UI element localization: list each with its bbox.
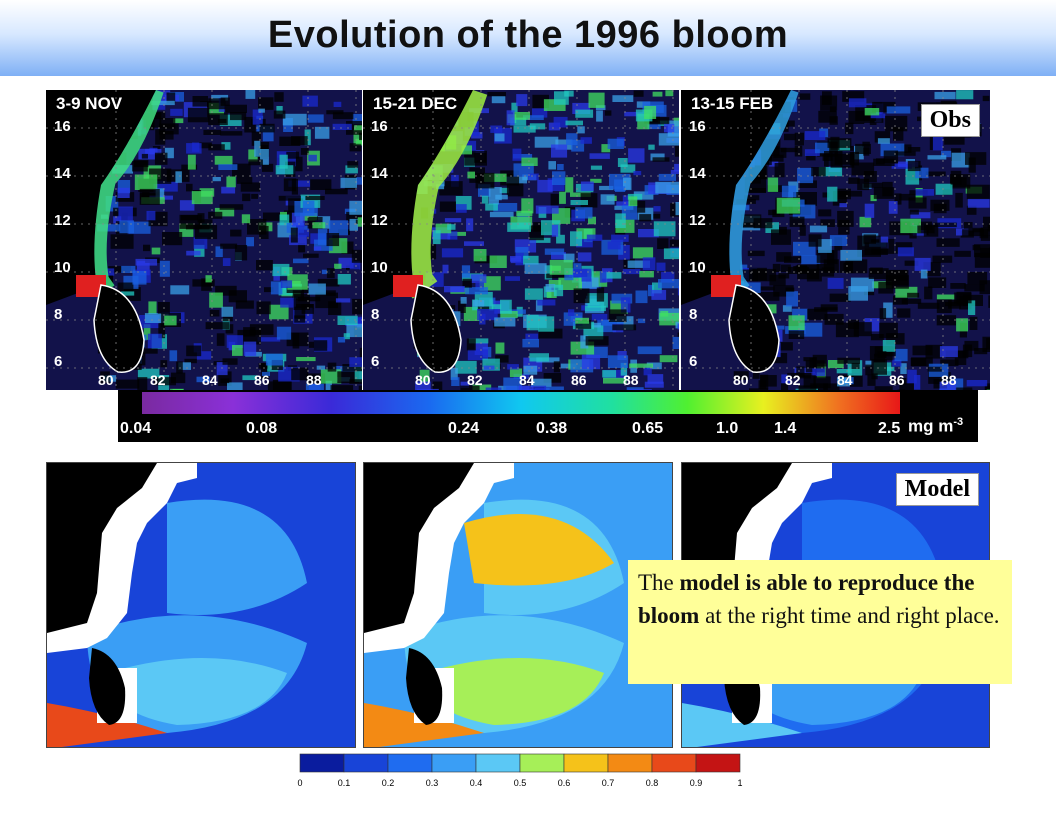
model-colorbar-tick: 0.8 — [646, 778, 659, 788]
lon-tick-label: 86 — [571, 372, 587, 388]
obs-colorbar-graphic — [142, 392, 900, 414]
lat-tick-label: 12 — [371, 212, 388, 229]
callout-text-2: at the right time and right place. — [699, 603, 1000, 628]
lat-tick-label: 14 — [371, 165, 388, 182]
model-label: Model — [895, 473, 979, 506]
lon-tick-label: 86 — [254, 372, 270, 388]
obs-colorbar-tick: 0.38 — [536, 420, 568, 437]
obs-label: Obs — [920, 104, 980, 137]
model-colorbar-tick: 0.2 — [382, 778, 395, 788]
model-colorbar-tick: 0.4 — [470, 778, 483, 788]
model-colorbar-tick: 0.6 — [558, 778, 571, 788]
lat-tick-label: 16 — [371, 118, 388, 135]
obs-panel-3: 13-15 FEB 16 14 12 10 8 6 80 82 84 86 88 Obs — [681, 90, 990, 390]
lat-tick-label: 12 — [54, 212, 71, 229]
lat-tick-label: 16 — [54, 118, 71, 135]
lat-tick-label: 16 — [689, 118, 706, 135]
obs-date-label: 3-9 NOV — [56, 94, 123, 113]
model-colorbar-swatch — [387, 753, 433, 773]
model-map-2 — [364, 463, 672, 747]
model-colorbar-tick: 0.1 — [338, 778, 351, 788]
callout-text-1: The — [638, 570, 680, 595]
lat-tick-label: 6 — [54, 353, 63, 370]
callout-bold: model is able to reproduce the bloom — [638, 570, 975, 628]
obs-panel-1: 3-9 NOV 16 14 12 10 8 6 80 82 84 86 88 — [46, 90, 362, 390]
obs-panel-2: 15-21 DEC 16 14 12 10 8 6 80 82 84 86 88 — [363, 90, 679, 390]
model-colorbar-swatch — [607, 753, 653, 773]
lon-tick-label: 84 — [202, 372, 218, 388]
model-panel-1 — [46, 462, 356, 748]
model-colorbar-swatch — [431, 753, 477, 773]
lat-tick-label: 10 — [689, 259, 706, 276]
lon-tick-label: 88 — [306, 372, 322, 388]
lat-tick-label: 8 — [689, 306, 698, 323]
title-banner: Evolution of the 1996 bloom — [0, 0, 1056, 76]
lon-tick-label: 88 — [941, 372, 957, 388]
lat-tick-label: 10 — [371, 259, 388, 276]
obs-colorbar-tick: 0.08 — [246, 420, 278, 437]
model-colorbar-tick: 0 — [297, 778, 302, 788]
lat-tick-label: 6 — [371, 353, 380, 370]
model-colorbar-tick: 0.3 — [426, 778, 439, 788]
obs-map-3 — [681, 90, 990, 390]
obs-colorbar-tick: 1.0 — [716, 420, 739, 437]
model-colorbar-swatch — [563, 753, 609, 773]
obs-colorbar-tick: 1.4 — [774, 420, 797, 437]
lon-tick-label: 88 — [623, 372, 639, 388]
lon-tick-label: 82 — [467, 372, 483, 388]
model-colorbar-swatch — [519, 753, 565, 773]
model-colorbar-tick: 0.9 — [690, 778, 703, 788]
obs-colorbar: 0.04 0.08 0.24 0.38 0.65 1.0 1.4 2.5 mg m-3 — [118, 390, 978, 442]
model-map-1 — [47, 463, 355, 747]
obs-date-label: 13-15 FEB — [691, 94, 774, 113]
lon-tick-label: 84 — [519, 372, 535, 388]
lon-tick-label: 84 — [837, 372, 853, 388]
lon-tick-label: 86 — [889, 372, 905, 388]
lon-tick-label: 80 — [415, 372, 431, 388]
lat-tick-label: 14 — [689, 165, 706, 182]
obs-date-label: 15-21 DEC — [373, 94, 458, 113]
lon-tick-label: 80 — [98, 372, 114, 388]
model-colorbar-graphic: 0 0.1 0.2 0.3 0.4 0.5 0.6 0.7 0.8 0.9 1 — [297, 753, 743, 788]
obs-map-1 — [46, 90, 362, 390]
callout-box: The model is able to reproduce the bloom… — [628, 560, 1012, 684]
lon-tick-label: 82 — [785, 372, 801, 388]
model-colorbar-tick: 1 — [737, 778, 742, 788]
slide-title: Evolution of the 1996 bloom — [267, 14, 789, 56]
lat-tick-label: 8 — [54, 306, 63, 323]
obs-colorbar-tick: 0.24 — [448, 420, 480, 437]
obs-colorbar-tick: 0.65 — [632, 420, 664, 437]
model-colorbar-swatch — [695, 753, 741, 773]
model-colorbar-tick: 0.5 — [514, 778, 527, 788]
lat-tick-label: 6 — [689, 353, 698, 370]
obs-map-2 — [363, 90, 679, 390]
obs-colorbar-tick: 2.5 — [878, 420, 901, 437]
model-colorbar-swatch — [651, 753, 697, 773]
model-colorbar-swatch — [343, 753, 389, 773]
lat-tick-label: 12 — [689, 212, 706, 229]
model-colorbar: 0 0.1 0.2 0.3 0.4 0.5 0.6 0.7 0.8 0.9 1 — [296, 752, 752, 792]
model-colorbar-swatch — [299, 753, 345, 773]
lat-tick-label: 8 — [371, 306, 380, 323]
lon-tick-label: 82 — [150, 372, 166, 388]
model-colorbar-tick: 0.7 — [602, 778, 615, 788]
obs-colorbar-tick: 0.04 — [120, 420, 152, 437]
lat-tick-label: 10 — [54, 259, 71, 276]
model-colorbar-swatch — [475, 753, 521, 773]
model-panel-2 — [363, 462, 673, 748]
lat-tick-label: 14 — [54, 165, 71, 182]
obs-colorbar-unit: mg m-3 — [908, 416, 964, 436]
lon-tick-label: 80 — [733, 372, 749, 388]
